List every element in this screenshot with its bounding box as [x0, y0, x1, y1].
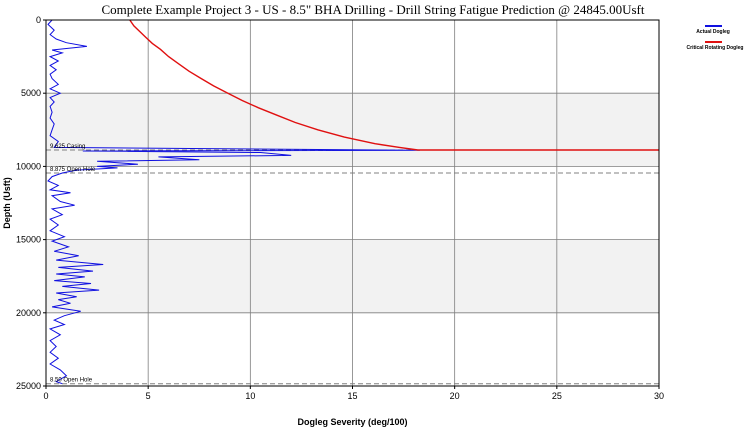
x-tick-label: 0 [43, 391, 48, 401]
series-line-critical-rotating-dogleg [129, 19, 659, 151]
chart-title: Complete Example Project 3 - US - 8.5" B… [101, 2, 644, 17]
y-tick-label: 0 [36, 15, 41, 25]
x-tick-label: 15 [347, 391, 357, 401]
x-axis-label: Dogleg Severity (deg/100) [297, 417, 407, 427]
y-axis-label: Depth (Usft) [2, 177, 12, 229]
x-tick-label: 5 [146, 391, 151, 401]
y-tick-label: 25000 [16, 381, 41, 391]
series-line-actual-dogleg [47, 19, 420, 385]
y-tick-label: 15000 [16, 235, 41, 245]
legend: Actual Dogleg Critical Rotating Dogleg [687, 25, 744, 51]
formation-label: 8.50 Open Hole [50, 378, 93, 384]
y-tick-label: 20000 [16, 308, 41, 318]
x-tick-label: 25 [552, 391, 562, 401]
y-tick-label: 5000 [21, 88, 41, 98]
x-tick-label: 30 [654, 391, 664, 401]
formation-label: 8.875 Open Hole [50, 167, 96, 173]
legend-label-critical-rotating-dogleg: Critical Rotating Dogleg [687, 45, 744, 51]
formation-label: 9.625 Casing [50, 144, 85, 150]
y-tick-label: 10000 [16, 161, 41, 171]
x-tick-label: 20 [450, 391, 460, 401]
legend-label-actual-dogleg: Actual Dogleg [696, 29, 730, 35]
x-tick-label: 10 [245, 391, 255, 401]
